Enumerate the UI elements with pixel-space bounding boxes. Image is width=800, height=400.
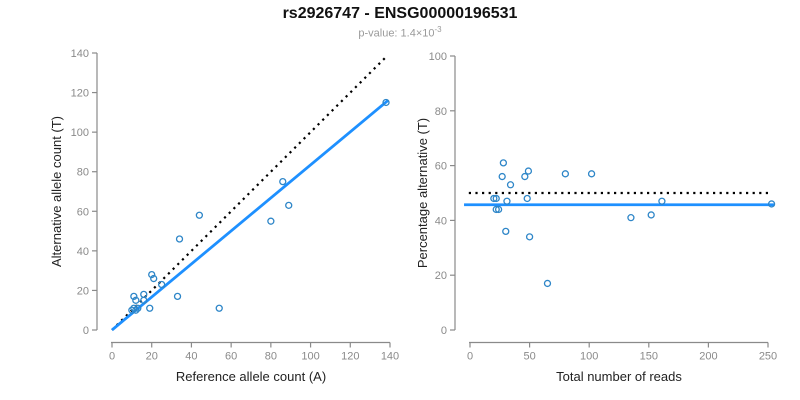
- page-title: rs2926747 - ENSG00000196531: [282, 5, 518, 22]
- x-tick-label: 120: [341, 351, 359, 363]
- identity-line: [111, 56, 387, 331]
- p-value-text: p-value: 1.4×10: [358, 28, 435, 41]
- y-tick-label: 0: [83, 325, 89, 337]
- data-point: [524, 167, 533, 175]
- right-scatter-plot: 0 20 40 60 80 100 0 50 100 150 200 250 Total number …: [415, 51, 777, 384]
- y-tick-label: 120: [71, 88, 89, 100]
- data-point: [521, 172, 529, 181]
- data-point: [490, 194, 498, 203]
- data-point: [130, 292, 138, 301]
- y-axis-label: Alternative allele count (T): [49, 116, 64, 267]
- y-tick-label: 20: [435, 270, 447, 282]
- data-point: [148, 270, 156, 279]
- data-point: [543, 279, 552, 288]
- data-point: [492, 194, 500, 203]
- p-value-subtitle: p-value: 1.4×10-3: [0, 25, 800, 40]
- y-tick-label: 40: [435, 215, 447, 227]
- y-tick-label: 80: [77, 167, 89, 179]
- data-point: [525, 233, 534, 241]
- data-point: [492, 205, 500, 214]
- x-tick-label: 140: [381, 351, 399, 363]
- data-point: [647, 211, 655, 219]
- data-point: [130, 304, 138, 312]
- x-tick-label: 40: [185, 351, 197, 363]
- data-point: [561, 170, 570, 178]
- data-point: [173, 292, 182, 301]
- data-point: [523, 194, 531, 203]
- x-tick-label: 20: [146, 351, 158, 363]
- data-point: [494, 205, 503, 214]
- y-tick-label: 140: [71, 48, 89, 60]
- x-tick-label: 150: [640, 351, 658, 363]
- data-point: [502, 227, 510, 236]
- data-point: [658, 197, 666, 205]
- data-point: [587, 170, 596, 178]
- x-tick-label: 0: [467, 351, 473, 363]
- data-point: [267, 217, 275, 225]
- regression-line: [111, 99, 389, 332]
- y-tick-label: 100: [429, 51, 447, 63]
- data-point: [146, 304, 154, 312]
- y-axis-label: Percentage alternative (T): [415, 118, 430, 268]
- data-point: [150, 274, 158, 283]
- x-tick-label: 250: [759, 351, 777, 363]
- data-point: [157, 280, 166, 289]
- data-point: [506, 181, 515, 189]
- x-axis-label: Total number of reads: [556, 369, 682, 384]
- data-point: [195, 211, 204, 219]
- data-point: [134, 304, 142, 312]
- y-tick-label: 0: [441, 325, 447, 337]
- data-point: [215, 304, 223, 312]
- y-tick-label: 20: [77, 285, 89, 297]
- y-tick-label: 80: [435, 106, 447, 118]
- figure-header: rs2926747 - ENSG00000196531 p-value: 1.4…: [0, 5, 800, 41]
- data-point: [132, 306, 140, 314]
- x-tick-label: 100: [301, 351, 319, 363]
- x-tick-label: 60: [225, 351, 237, 363]
- x-tick-label: 100: [580, 351, 598, 363]
- data-point: [140, 290, 148, 299]
- data-point: [285, 201, 293, 210]
- p-value-exponent: -3: [434, 25, 442, 35]
- data-point: [503, 197, 511, 205]
- y-tick-label: 60: [77, 206, 89, 218]
- data-point: [499, 159, 508, 167]
- x-tick-label: 80: [265, 351, 277, 363]
- data-point: [498, 172, 506, 181]
- x-tick-label: 0: [109, 351, 115, 363]
- data-point: [767, 200, 776, 208]
- data-point: [627, 214, 635, 222]
- data-point: [132, 296, 140, 304]
- x-tick-label: 200: [699, 351, 717, 363]
- x-axis-label: Reference allele count (A): [176, 369, 326, 384]
- y-tick-label: 40: [77, 246, 89, 258]
- y-tick-label: 100: [71, 127, 89, 139]
- data-point: [279, 177, 287, 186]
- y-tick-label: 60: [435, 161, 447, 173]
- data-point: [382, 98, 390, 107]
- data-point: [175, 235, 184, 243]
- x-tick-label: 50: [523, 351, 535, 363]
- left-scatter-plot: 0 20 40 60 80 100 120 140 0 20 40 60 80 100 120 140 Refe…: [49, 48, 399, 384]
